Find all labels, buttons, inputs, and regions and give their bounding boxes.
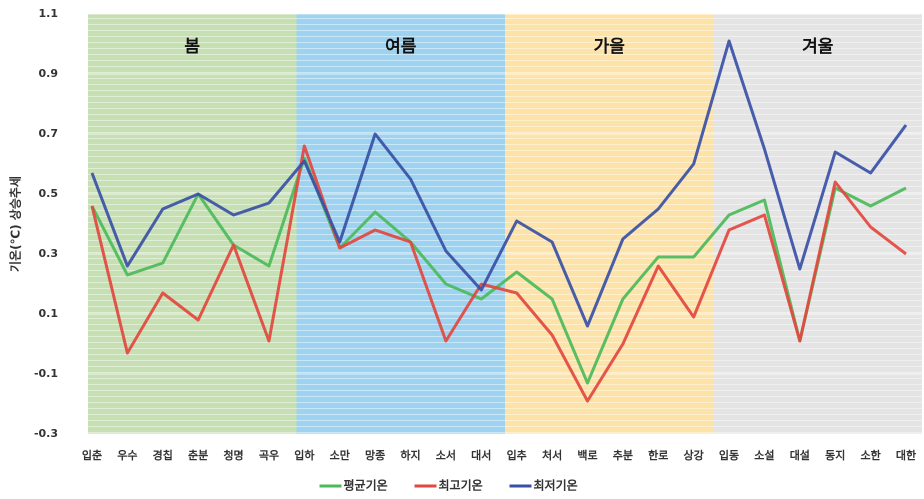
- season-label: 여름: [385, 37, 417, 57]
- x-tick-label: 입추: [507, 448, 527, 462]
- x-tick-label: 소설: [754, 448, 774, 462]
- x-tick-label: 경칩: [153, 448, 173, 462]
- season-label: 봄: [184, 37, 200, 57]
- x-tick-label: 곡우: [259, 449, 279, 462]
- y-tick-label: 0.9: [39, 67, 59, 80]
- season-minor-grid: [296, 14, 505, 434]
- x-tick-label: 청명: [223, 448, 243, 462]
- x-tick-label: 한로: [648, 448, 668, 462]
- y-tick-label: 0.7: [39, 127, 59, 140]
- y-tick-label: 1.1: [39, 7, 59, 20]
- season-minor-grid: [505, 14, 714, 434]
- x-tick-label: 처서: [542, 448, 562, 462]
- x-tick-label: 상강: [684, 448, 704, 462]
- x-tick-label: 망종: [365, 448, 385, 462]
- x-tick-label: 하지: [400, 448, 420, 462]
- x-tick-label: 추분: [613, 448, 633, 462]
- y-tick-label: 0.5: [39, 187, 59, 200]
- x-tick-label: 춘분: [188, 448, 208, 462]
- y-axis-label: 기온(℃) 상승추세: [8, 176, 23, 272]
- series-line: [90, 156, 907, 385]
- y-tick-label: 0.3: [39, 247, 59, 260]
- x-tick-label: 소서: [436, 448, 456, 462]
- legend-label: 최고기온: [439, 478, 483, 493]
- series-line: [90, 39, 908, 328]
- x-tick-label: 백로: [577, 448, 597, 462]
- x-tick-label: 입하: [294, 448, 315, 462]
- x-tick-label: 입동: [719, 449, 739, 462]
- legend-label: 평균기온: [344, 478, 388, 493]
- y-tick-label: -0.3: [34, 427, 58, 440]
- y-tick-label: 0.1: [39, 307, 59, 320]
- season-minor-grid: [88, 14, 297, 434]
- y-tick-label: -0.1: [34, 367, 58, 380]
- x-tick-label: 대한: [896, 448, 916, 462]
- season-minor-grid: [713, 14, 922, 434]
- x-tick-label: 소한: [860, 448, 880, 462]
- x-tick-label: 우수: [117, 449, 137, 462]
- season-label: 가을: [594, 37, 626, 57]
- legend-label: 최저기온: [534, 478, 578, 493]
- x-tick-label: 대서: [471, 448, 491, 462]
- x-tick-label: 동지: [825, 448, 845, 462]
- x-tick-label: 대설: [790, 448, 810, 462]
- x-tick-label: 입춘: [82, 448, 102, 462]
- series-line: [90, 144, 907, 403]
- x-tick-label: 소만: [330, 448, 350, 462]
- season-label: 겨울: [802, 37, 834, 57]
